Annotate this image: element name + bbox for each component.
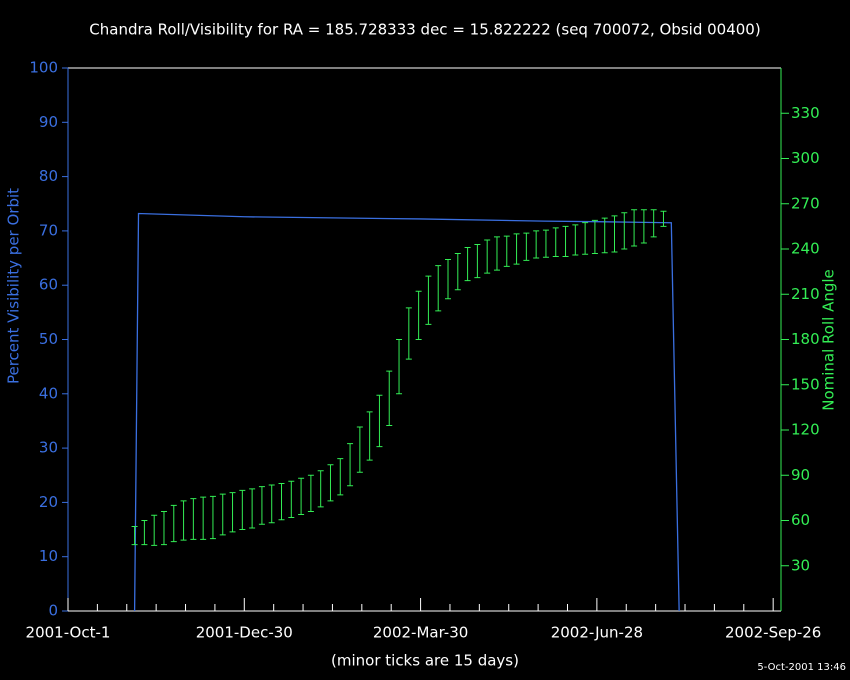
y2-tick-label: 60 <box>791 511 810 529</box>
roll-error-bar <box>141 520 148 546</box>
roll-error-bar <box>180 500 187 541</box>
y2-tick-label: 210 <box>791 285 820 303</box>
roll-error-bar <box>327 464 334 502</box>
roll-error-bar <box>631 209 638 247</box>
roll-error-bar <box>376 394 383 448</box>
y2-tick-label: 120 <box>791 421 820 439</box>
roll-error-bar <box>337 458 344 496</box>
roll-error-bar <box>268 484 275 524</box>
roll-error-bar <box>219 493 226 536</box>
roll-error-bar <box>405 307 412 360</box>
visibility-line <box>133 212 680 612</box>
roll-error-bar <box>356 426 363 473</box>
roll-error-bar <box>307 474 314 512</box>
roll-error-bar <box>160 510 167 546</box>
y2-tick-label: 150 <box>791 375 820 393</box>
chart-title: Chandra Roll/Visibility for RA = 185.728… <box>89 21 760 39</box>
roll-error-bar <box>445 259 452 300</box>
y2-tick-label: 270 <box>791 194 820 212</box>
x-tick-label: 2002-Mar-30 <box>373 624 468 642</box>
roll-error-bar <box>415 290 422 340</box>
y2-tick-label: 180 <box>791 330 820 348</box>
roll-error-bar <box>435 265 442 312</box>
roll-error-bar <box>542 229 549 258</box>
roll-error-bar <box>317 470 324 508</box>
roll-error-bar <box>278 483 285 521</box>
roll-error-bar <box>229 492 236 533</box>
roll-error-bar <box>533 230 540 259</box>
roll-error-bar <box>503 235 510 267</box>
roll-error-bar <box>347 443 354 487</box>
y-tick-label: 100 <box>29 59 58 77</box>
roll-error-bar <box>572 224 579 256</box>
roll-error-bar <box>239 489 246 531</box>
x-axis-label: (minor ticks are 15 days) <box>331 652 519 670</box>
roll-error-bar <box>258 486 265 525</box>
roll-error-bar <box>493 236 500 271</box>
roll-error-bar <box>200 496 207 540</box>
roll-error-bar <box>396 339 403 395</box>
roll-error-bar <box>170 504 177 543</box>
roll-error-bar <box>611 215 618 253</box>
y2-tick-label: 30 <box>791 556 810 574</box>
timestamp: 5-Oct-2001 13:46 <box>757 662 846 673</box>
y-tick-label: 0 <box>48 602 58 620</box>
roll-error-bar <box>621 212 628 250</box>
roll-error-bar <box>523 232 530 261</box>
y2-tick-label: 300 <box>791 149 820 167</box>
roll-error-bar <box>298 477 305 515</box>
y-tick-label: 10 <box>39 547 58 565</box>
y2-axis-label: Nominal Roll Angle <box>820 269 838 411</box>
roll-error-bar <box>190 498 197 540</box>
y-tick-label: 20 <box>39 493 58 511</box>
roll-error-bar <box>640 209 647 244</box>
roll-error-bar <box>288 480 295 518</box>
y2-tick-label: 330 <box>791 104 820 122</box>
roll-error-bar <box>131 526 138 546</box>
x-tick-label: 2001-Dec-30 <box>196 624 293 642</box>
roll-error-bar <box>484 239 491 274</box>
y2-tick-label: 90 <box>791 466 810 484</box>
roll-error-bar <box>425 275 432 325</box>
x-tick-label: 2002-Jun-28 <box>551 624 643 642</box>
y-tick-label: 90 <box>39 113 58 131</box>
roll-error-bar <box>552 227 559 258</box>
y-tick-label: 80 <box>39 167 58 185</box>
roll-error-bar <box>513 233 520 265</box>
roll-error-bar <box>249 488 256 529</box>
roll-error-bar <box>591 219 598 255</box>
roll-error-bar <box>562 225 569 258</box>
roll-error-bar <box>474 243 481 279</box>
roll-error-bar <box>209 495 216 540</box>
roll-error-bar <box>464 246 471 282</box>
roll-error-bar <box>454 253 461 291</box>
roll-error-bar <box>582 222 589 255</box>
roll-error-bar <box>366 411 373 461</box>
x-tick-label: 2001-Oct-1 <box>26 624 111 642</box>
roll-error-bar <box>660 210 667 227</box>
y-tick-label: 60 <box>39 276 58 294</box>
y2-tick-label: 240 <box>791 240 820 258</box>
y-tick-label: 50 <box>39 330 58 348</box>
x-tick-label: 2002-Sep-26 <box>725 624 821 642</box>
roll-error-bar <box>650 209 657 238</box>
roll-error-bar <box>386 370 393 426</box>
y-tick-label: 30 <box>39 439 58 457</box>
roll-error-bar <box>151 514 158 546</box>
y-axis-label: Percent Visibility per Orbit <box>5 188 23 384</box>
y-tick-label: 70 <box>39 221 58 239</box>
roll-error-bar <box>601 217 608 254</box>
y-tick-label: 40 <box>39 384 58 402</box>
